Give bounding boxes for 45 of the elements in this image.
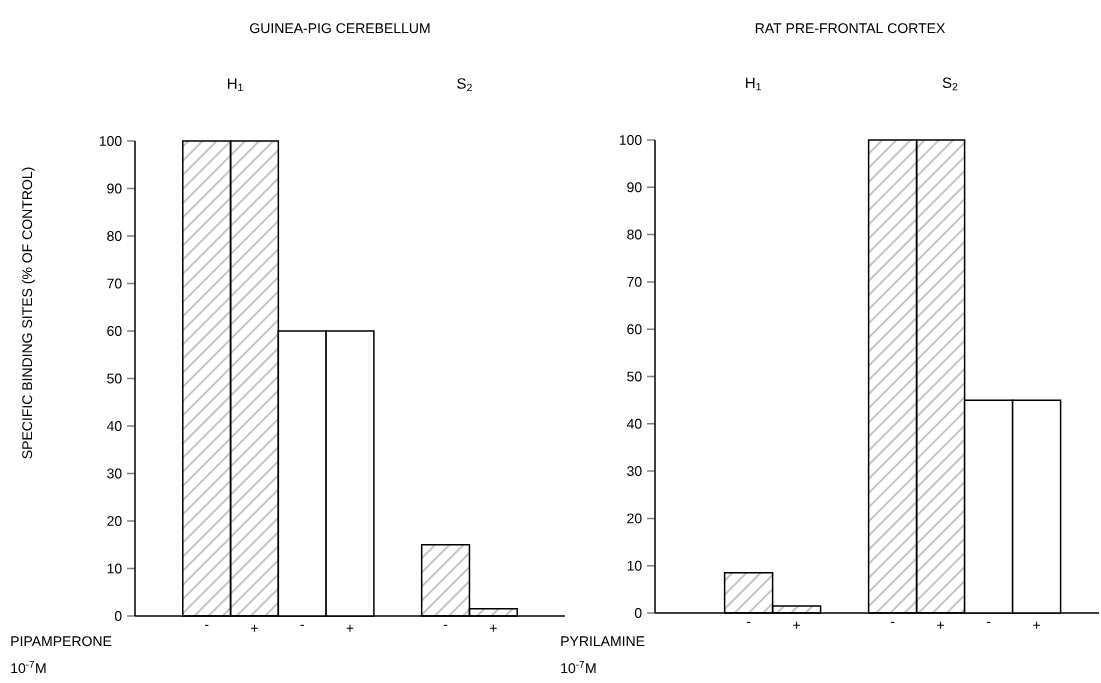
text: H$_{1}$ [227, 78, 243, 92]
text: 10$^{-7}$M [11, 661, 46, 674]
y-tick-label: 30 [107, 468, 122, 479]
text: H$_{1}$ [746, 77, 761, 91]
x-tick-label: + [251, 624, 258, 632]
chart-title: GUINEA-PIG CEREBELLUM [250, 23, 430, 34]
y-tick-label: 0 [114, 611, 122, 621]
y-tick-label: 30 [627, 466, 642, 477]
y-tick-label: 80 [107, 231, 122, 241]
x-tick-label: + [793, 621, 801, 629]
y-tick-label: 10 [627, 560, 642, 571]
y-tick-label: 40 [626, 418, 642, 429]
y-tick-label: 80 [627, 229, 642, 240]
y-tick-label: 50 [107, 373, 122, 384]
x-tick-label: - [300, 624, 304, 626]
x-tick-label: + [346, 624, 354, 632]
y-tick-label: 60 [107, 326, 122, 336]
x-tick-label: - [986, 621, 991, 623]
y-tick-label: 100 [619, 135, 642, 145]
x-tick-label: - [890, 621, 895, 623]
x-axis-title: PIPAMPERONE [11, 636, 112, 647]
y-tick-label: 100 [99, 136, 122, 146]
text: S$_{2}$ [457, 78, 472, 92]
y-axis-title: SPECIFIC BINDING SITES (% OF CONTROL) [21, 167, 35, 459]
y-tick-label: 20 [627, 513, 642, 524]
y-tick-label: 10 [107, 563, 122, 574]
x-axis-title: PYRILAMINE [561, 636, 645, 646]
y-tick-label: 60 [627, 324, 642, 335]
y-tick-label: 70 [107, 278, 122, 289]
y-tick-label: 90 [107, 183, 122, 194]
text: S$_{2}$ [942, 77, 958, 91]
text: 10$^{-7}$M [561, 661, 596, 674]
x-tick-label: - [443, 624, 448, 626]
x-tick-label: + [489, 624, 497, 632]
x-tick-label: - [746, 621, 751, 623]
chart-title: RAT PRE-FRONTAL CORTEX [755, 23, 946, 34]
x-tick-label: + [1033, 621, 1041, 629]
y-tick-label: 50 [627, 371, 642, 382]
y-tick-label: 20 [107, 516, 122, 526]
x-tick-label: + [937, 621, 945, 629]
y-tick-label: 40 [106, 421, 122, 431]
y-tick-label: 0 [634, 608, 642, 618]
x-tick-label: - [204, 624, 209, 626]
y-tick-label: 90 [627, 182, 642, 193]
y-tick-label: 70 [627, 276, 642, 287]
